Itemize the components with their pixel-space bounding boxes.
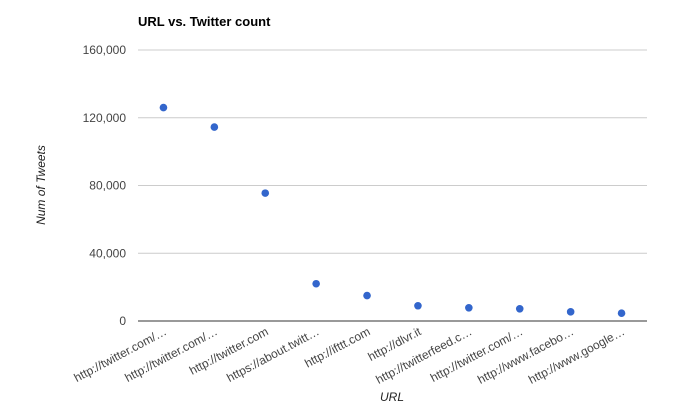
data-point (159, 103, 168, 112)
x-tick-label: http://www.google… (526, 324, 627, 386)
data-point (566, 308, 575, 316)
data-point (363, 291, 371, 300)
chart-title: URL vs. Twitter count (138, 14, 271, 29)
data-point (414, 301, 422, 310)
data-point (210, 123, 219, 131)
data-point (261, 189, 270, 197)
data-point (312, 279, 320, 288)
y-tick-label: 160,000 (83, 43, 127, 57)
data-point (617, 309, 626, 318)
data-point (515, 305, 524, 313)
y-tick-label: 0 (119, 314, 126, 328)
y-tick-label: 80,000 (89, 179, 126, 193)
data-point (465, 303, 473, 312)
data-points (159, 103, 626, 318)
gridlines (138, 49, 647, 322)
y-tick-label: 40,000 (89, 246, 126, 260)
x-axis-tick-labels: http://twitter.com/…http://twitter.com/…… (72, 324, 627, 387)
y-axis-title: Num of Tweets (34, 145, 48, 225)
y-tick-label: 120,000 (83, 111, 127, 125)
x-axis-title: URL (380, 390, 404, 404)
y-axis-tick-labels: 0 40,000 80,000 120,000 160,000 (83, 43, 127, 328)
